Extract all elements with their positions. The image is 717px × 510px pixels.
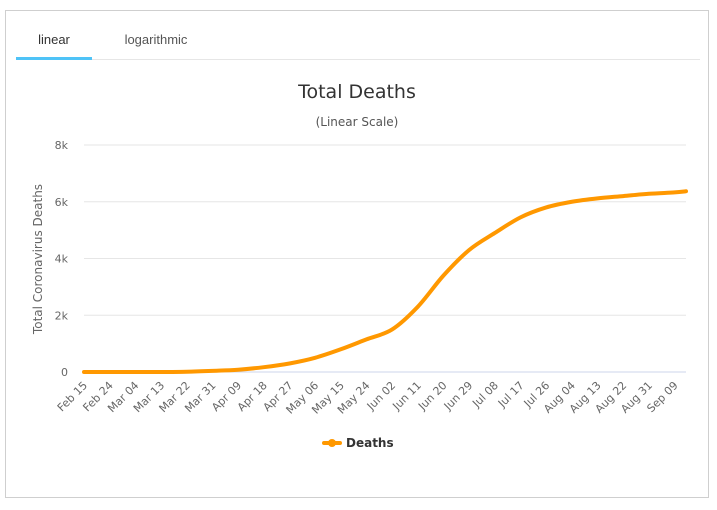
y-tick-label: 0: [61, 366, 68, 379]
chart-title: Total Deaths: [297, 81, 416, 103]
x-tick-label: Jun 11: [390, 379, 424, 413]
legend-point-marker: [328, 439, 336, 447]
legend[interactable]: Deaths: [322, 436, 394, 450]
y-tick-label: 6k: [55, 196, 69, 209]
x-tick-label: Jul 08: [469, 379, 501, 411]
x-tick-label: Jun 20: [415, 379, 449, 413]
y-axis-title: Total Coronavirus Deaths: [31, 184, 45, 335]
grid-lines: [84, 144, 686, 373]
deaths-series-line[interactable]: [82, 189, 688, 375]
tab-linear-label: linear: [38, 32, 70, 47]
x-tick-label: Jul 17: [495, 379, 527, 411]
y-tick-label: 2k: [55, 309, 69, 322]
active-tab-indicator: [16, 57, 92, 60]
scale-tabs: linear logarithmic: [16, 11, 700, 60]
y-tick-label: 8k: [55, 139, 69, 152]
tab-linear[interactable]: linear: [16, 11, 92, 60]
x-tick-label: Jun 29: [441, 379, 475, 413]
chart-container: linear logarithmic: [5, 10, 709, 498]
tab-logarithmic-label: logarithmic: [124, 32, 188, 47]
chart-subtitle: (Linear Scale): [316, 115, 399, 129]
y-tick-label: 4k: [55, 253, 69, 266]
x-tick-label: Jun 02: [364, 379, 398, 413]
y-tick-labels: 0 2k 4k 6k 8k: [55, 139, 69, 379]
tab-logarithmic[interactable]: logarithmic: [112, 11, 200, 59]
legend-item-deaths: Deaths: [346, 436, 394, 450]
